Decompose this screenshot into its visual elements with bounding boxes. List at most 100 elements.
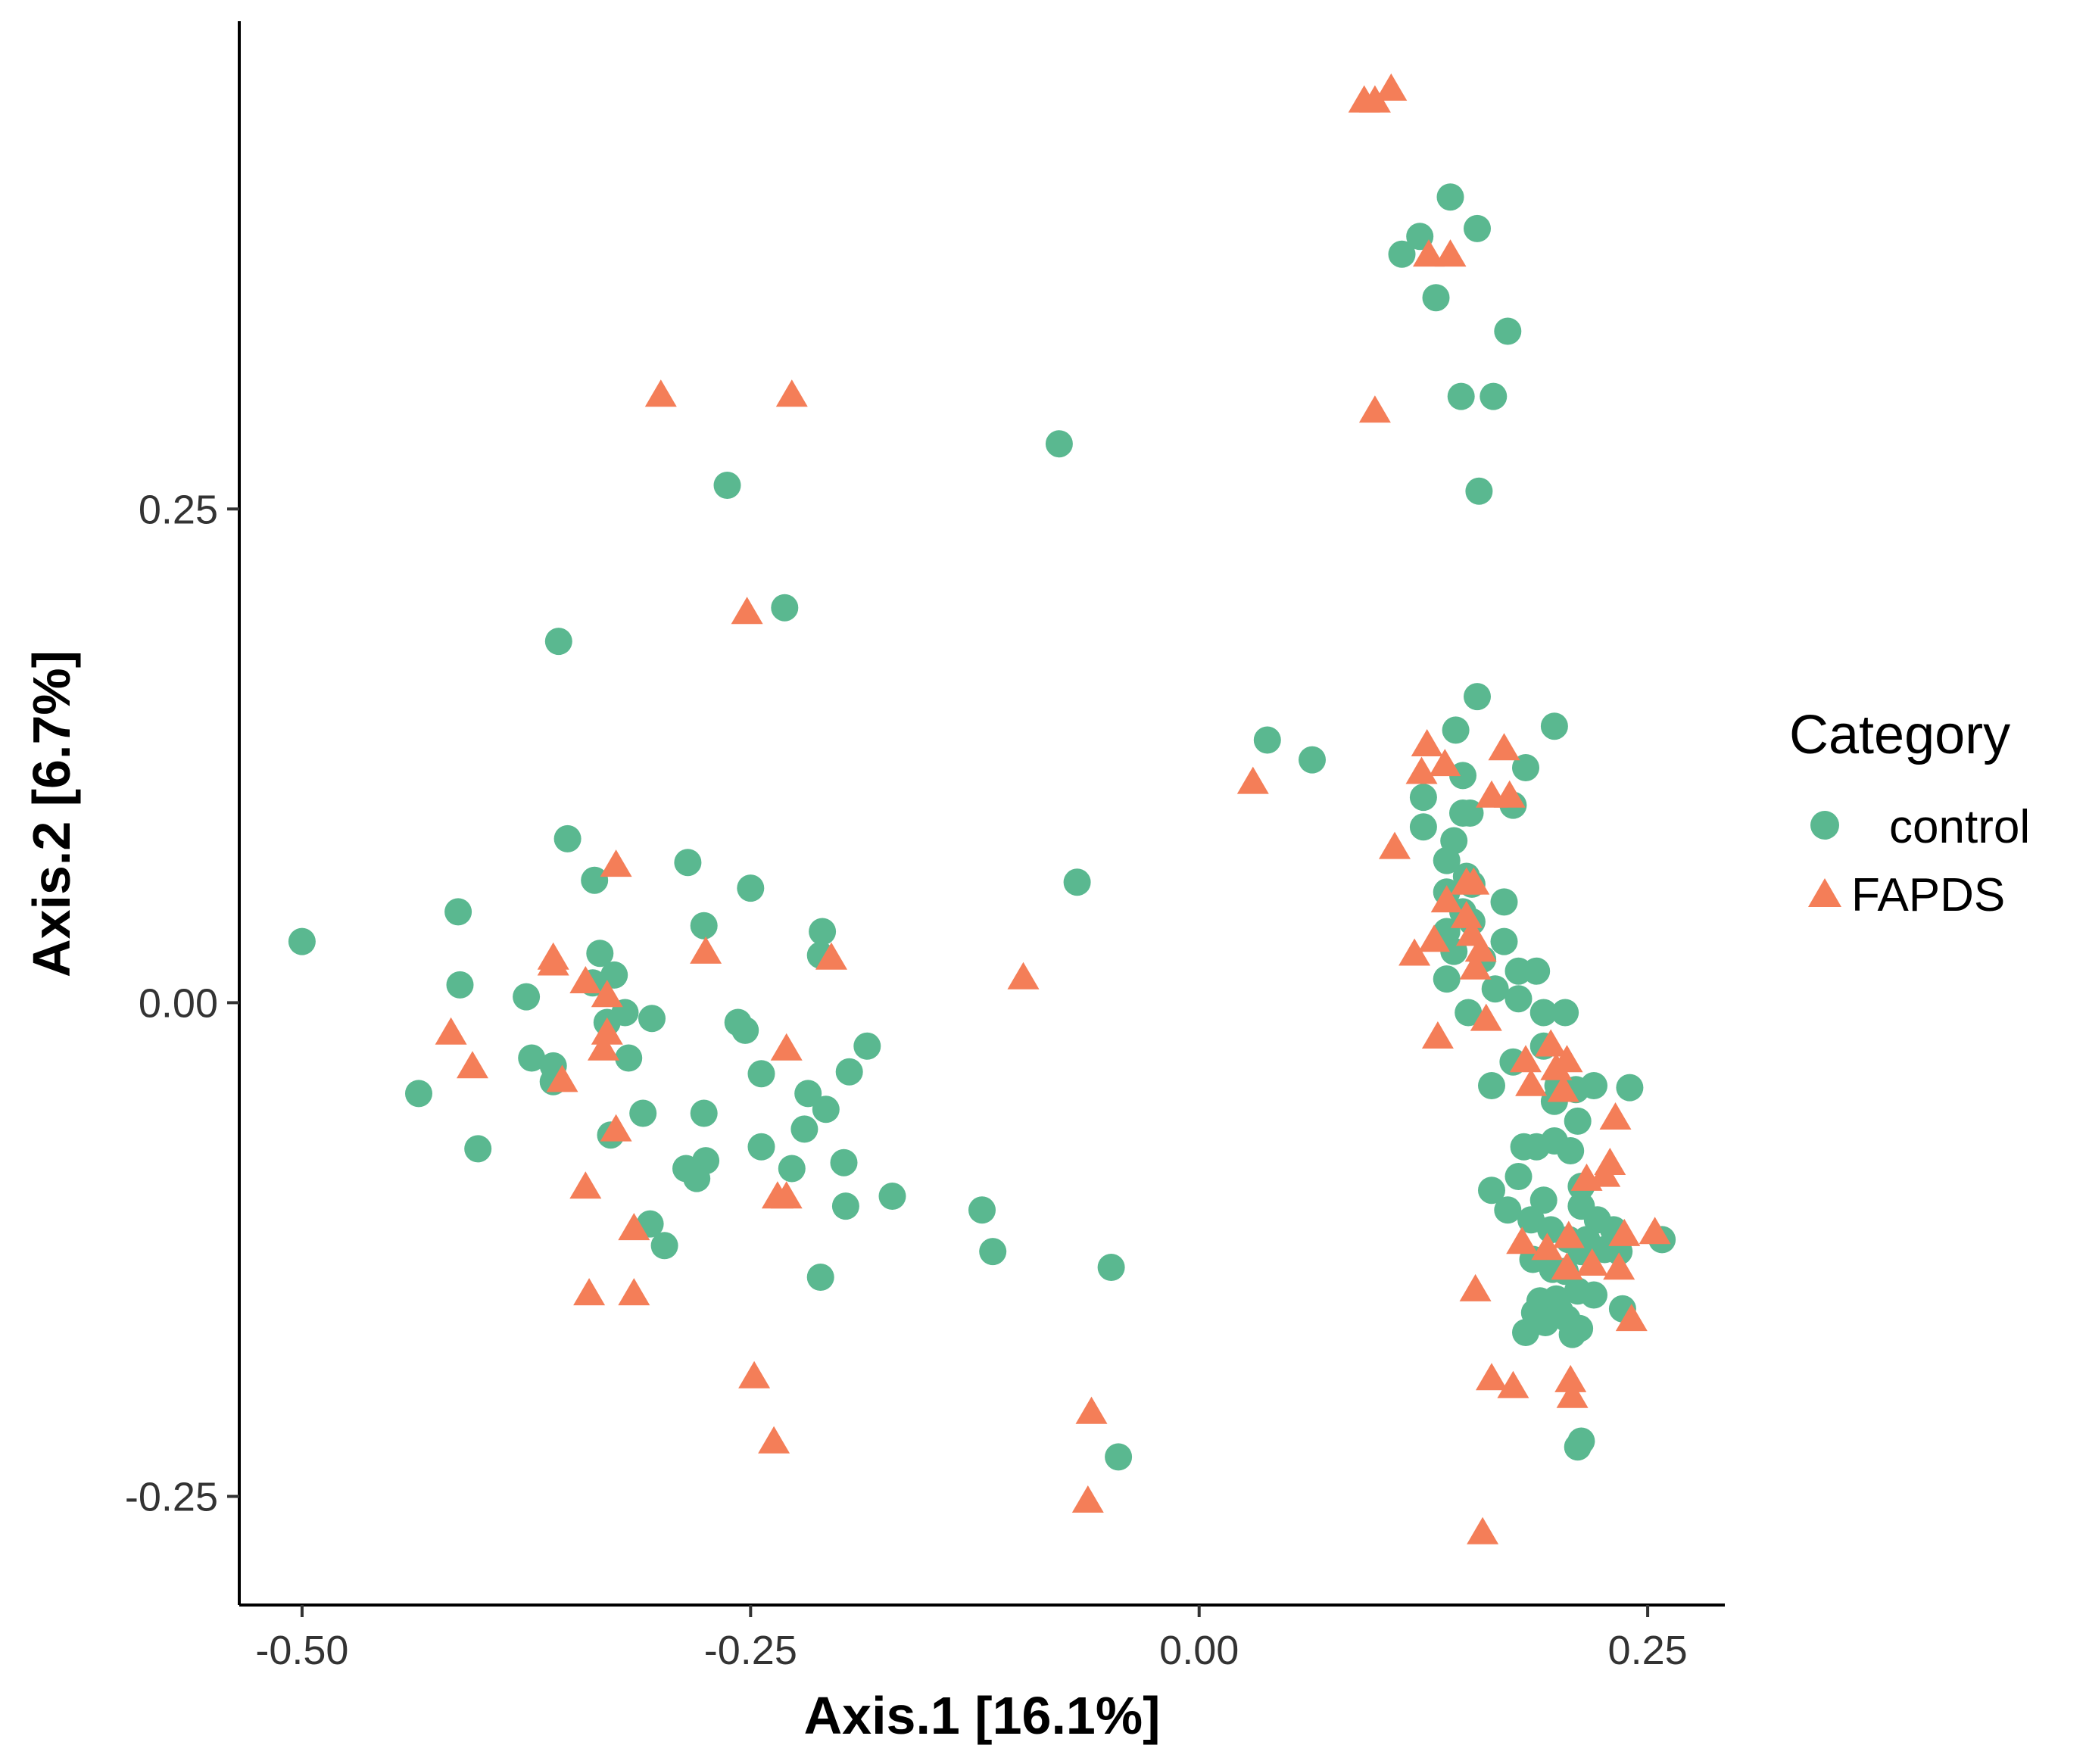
control-point bbox=[690, 912, 718, 940]
control-point bbox=[809, 918, 837, 946]
control-point bbox=[1512, 754, 1539, 781]
fapds-point bbox=[618, 1213, 650, 1241]
y-tick-label: -0.25 bbox=[125, 1475, 218, 1520]
fapds-point bbox=[770, 1033, 803, 1061]
fapds-point bbox=[1434, 239, 1467, 267]
control-point bbox=[1097, 1254, 1125, 1281]
fapds-point bbox=[600, 849, 632, 877]
fapds-point bbox=[1458, 867, 1490, 895]
fapds-point bbox=[618, 1278, 650, 1306]
control-point bbox=[581, 866, 609, 894]
control-point bbox=[586, 940, 614, 968]
points-layer bbox=[288, 73, 1676, 1544]
fapds-point bbox=[815, 942, 847, 970]
control-point bbox=[690, 1099, 718, 1127]
fapds-point bbox=[775, 379, 808, 407]
fapds-point bbox=[435, 1017, 467, 1045]
fapds-point bbox=[1450, 900, 1483, 928]
control-point bbox=[737, 874, 765, 902]
control-point bbox=[1494, 317, 1522, 345]
control-point bbox=[1504, 985, 1533, 1013]
fapds-point bbox=[1413, 239, 1445, 267]
fapds-point bbox=[1547, 1074, 1579, 1102]
control-point bbox=[1442, 716, 1470, 744]
fapds-point bbox=[1470, 1003, 1502, 1031]
control-point bbox=[288, 927, 316, 955]
control-point bbox=[629, 1099, 657, 1127]
fapds-point bbox=[1421, 1021, 1454, 1049]
control-point bbox=[1433, 965, 1461, 993]
fapds-point bbox=[573, 1278, 606, 1306]
control-point bbox=[1253, 726, 1281, 754]
control-point bbox=[853, 1032, 881, 1060]
fapds-point bbox=[591, 980, 623, 1008]
control-point bbox=[806, 1264, 834, 1291]
control-point bbox=[1481, 975, 1509, 1003]
x-tick-label: -0.25 bbox=[704, 1628, 797, 1673]
control-point bbox=[444, 898, 472, 926]
fapds-point bbox=[1411, 729, 1443, 756]
fapds-point bbox=[1358, 85, 1391, 113]
fapds-point bbox=[1075, 1396, 1108, 1424]
control-point bbox=[1436, 183, 1464, 211]
fapds-point bbox=[1535, 1029, 1567, 1057]
legend-fapds-label: FAPDS bbox=[1851, 869, 2005, 921]
control-point bbox=[544, 628, 572, 656]
control-point bbox=[1616, 1074, 1644, 1102]
control-point bbox=[1478, 1072, 1505, 1099]
control-point bbox=[615, 1044, 643, 1072]
control-point bbox=[1504, 1163, 1533, 1190]
fapds-point bbox=[1540, 1052, 1573, 1080]
fapds-point bbox=[1515, 1068, 1548, 1096]
fapds-point bbox=[644, 379, 677, 407]
fapds-point bbox=[1464, 934, 1497, 962]
control-point bbox=[878, 1183, 906, 1210]
y-tick-label: 0.00 bbox=[139, 980, 218, 1026]
control-point bbox=[1480, 382, 1508, 410]
legend: Category control FAPDS bbox=[1789, 705, 2030, 921]
fapds-point bbox=[1497, 1370, 1529, 1398]
fapds-point bbox=[1007, 961, 1040, 990]
control-point bbox=[1299, 746, 1326, 774]
control-point bbox=[747, 1060, 775, 1088]
fapds-point bbox=[569, 966, 602, 993]
control-point bbox=[464, 1135, 492, 1163]
control-point bbox=[790, 1115, 818, 1143]
control-point bbox=[553, 824, 582, 852]
x-tick-label: 0.00 bbox=[1159, 1628, 1239, 1673]
fapds-point bbox=[537, 948, 569, 976]
fapds-point bbox=[1589, 1159, 1621, 1187]
fapds-point bbox=[738, 1360, 771, 1388]
fapds-point bbox=[1236, 766, 1269, 794]
fapds-point bbox=[1552, 1220, 1585, 1248]
control-point bbox=[831, 1192, 859, 1220]
fapds-point bbox=[1531, 1233, 1564, 1261]
control-point bbox=[1478, 1177, 1505, 1205]
legend-fapds-marker bbox=[1808, 878, 1841, 907]
control-point bbox=[405, 1080, 432, 1108]
ticks-layer: -0.50 -0.25 0.00 0.25 -0.25 0.00 0.25 bbox=[125, 487, 1688, 1673]
control-point bbox=[446, 971, 474, 999]
control-point bbox=[1447, 382, 1475, 410]
control-point bbox=[1529, 999, 1557, 1027]
control-point bbox=[1433, 846, 1461, 874]
control-point bbox=[835, 1058, 863, 1086]
fapds-point bbox=[1510, 1045, 1542, 1073]
control-point bbox=[1494, 1196, 1522, 1224]
legend-title: Category bbox=[1789, 705, 2010, 765]
x-tick-label: -0.50 bbox=[255, 1628, 348, 1673]
fapds-point bbox=[1405, 756, 1438, 784]
control-point bbox=[713, 472, 741, 499]
fapds-point bbox=[1398, 938, 1431, 966]
control-point bbox=[1422, 284, 1450, 312]
control-point bbox=[1045, 430, 1073, 458]
x-tick-label: 0.25 bbox=[1608, 1628, 1688, 1673]
control-point bbox=[683, 1164, 711, 1192]
fapds-point bbox=[1379, 831, 1411, 859]
control-point bbox=[1564, 1433, 1592, 1461]
control-point bbox=[1523, 957, 1551, 985]
fapds-point bbox=[1603, 1252, 1635, 1280]
fapds-point bbox=[1418, 924, 1451, 952]
fapds-point bbox=[1429, 749, 1461, 777]
